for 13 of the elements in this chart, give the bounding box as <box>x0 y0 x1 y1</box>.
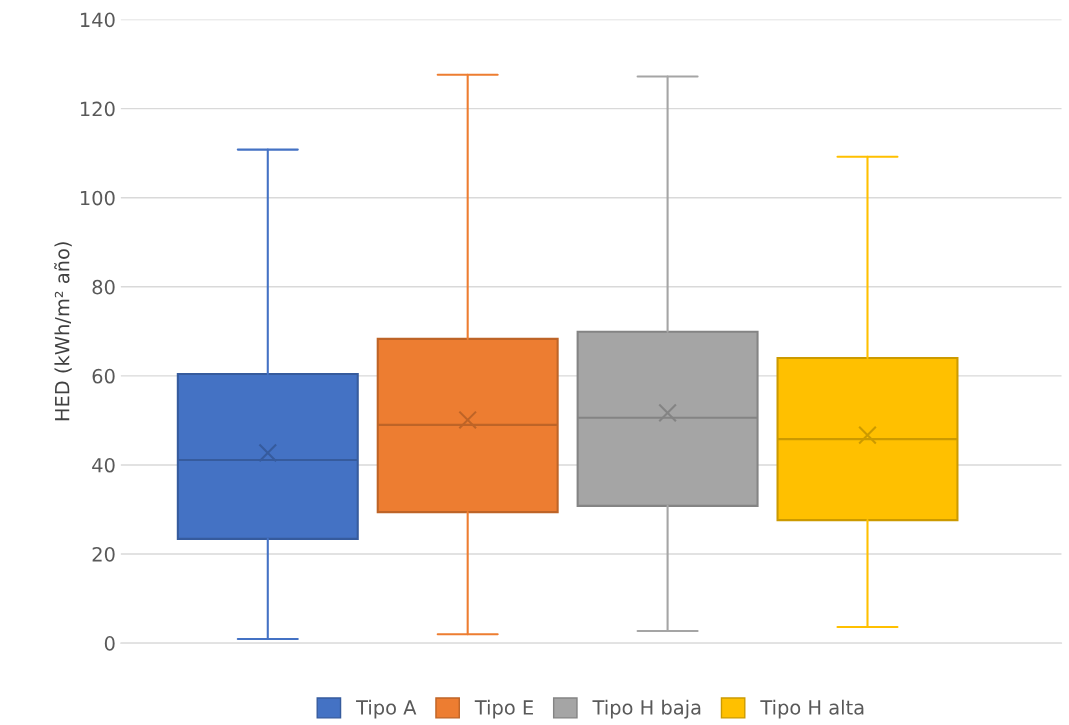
legend-label: Tipo H alta <box>760 699 864 719</box>
y-tick-label: 120 <box>80 101 115 117</box>
y-tick-label: 0 <box>104 636 115 651</box>
legend-label: Tipo A <box>356 699 417 719</box>
legend-label: Tipo E <box>474 699 533 719</box>
y-tick-label: 20 <box>92 546 115 562</box>
y-tick-label: 80 <box>92 279 115 295</box>
y-axis-title: HED (kWh/m² año) <box>54 242 72 421</box>
y-tick-label: 140 <box>80 12 115 28</box>
y-tick-label: 60 <box>92 368 115 384</box>
y-tick-label: 40 <box>92 457 115 473</box>
y-tick-label: 100 <box>80 190 115 206</box>
legend-label: Tipo H baja <box>592 699 701 719</box>
